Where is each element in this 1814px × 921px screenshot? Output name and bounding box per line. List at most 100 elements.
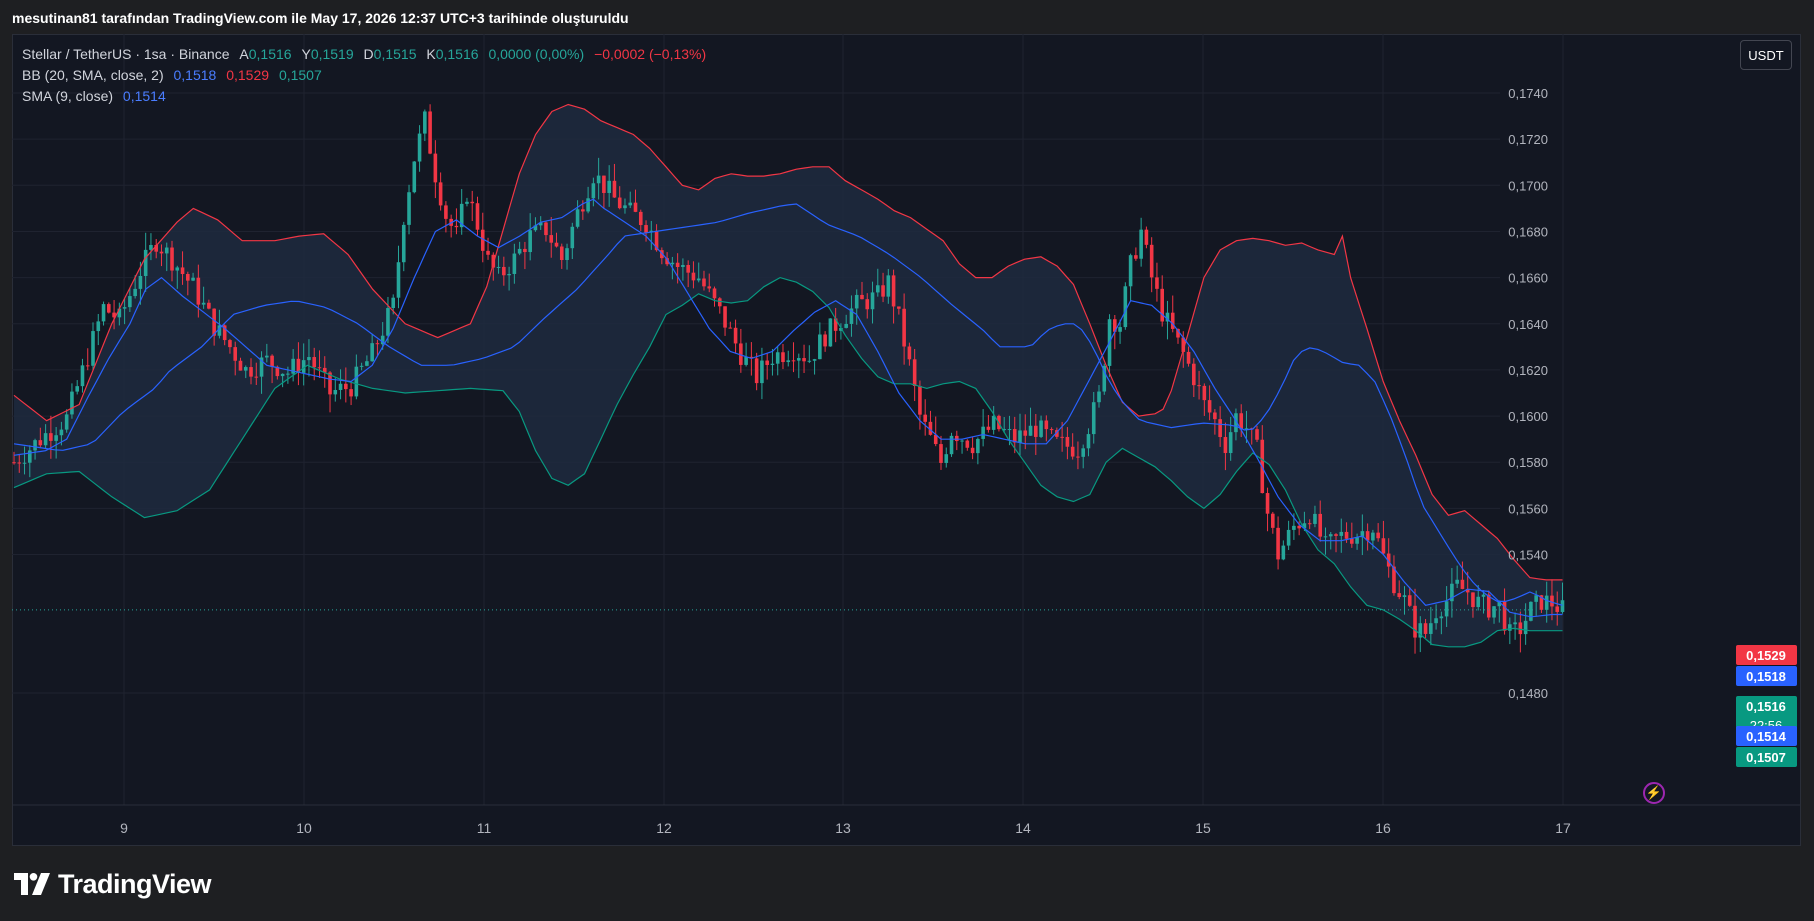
symbol-name[interactable]: Stellar / TetherUS · 1sa · Binance xyxy=(22,46,230,62)
candle-body xyxy=(712,288,717,299)
candle-down xyxy=(186,271,190,296)
candle-body xyxy=(965,440,970,448)
candle-down xyxy=(1149,237,1154,293)
candle-body xyxy=(412,161,417,193)
candle-body xyxy=(1044,420,1049,430)
candle-down xyxy=(328,371,332,413)
candle-down xyxy=(1207,385,1212,421)
candle-body xyxy=(681,264,685,267)
currency-button[interactable]: USDT xyxy=(1740,40,1792,70)
candle-down xyxy=(1239,404,1244,437)
candle-body xyxy=(944,454,949,463)
legend-symbol-row[interactable]: Stellar / TetherUS · 1sa · Binance A0,15… xyxy=(22,44,706,65)
candle-body xyxy=(1307,523,1312,525)
price-tag: 0,1507 xyxy=(1736,747,1797,767)
candle-up xyxy=(259,351,264,394)
candle-body xyxy=(559,246,564,261)
candle-body xyxy=(1434,618,1438,624)
candle-body xyxy=(960,440,964,442)
candle-down xyxy=(375,339,380,357)
candle-up xyxy=(944,447,949,468)
candle-body xyxy=(80,365,85,387)
candle-up xyxy=(981,409,985,447)
sma-line xyxy=(13,198,1563,618)
candle-body xyxy=(22,462,27,464)
bb-label[interactable]: BB (20, SMA, close, 2) xyxy=(22,67,164,83)
candle-body xyxy=(180,267,185,275)
candle-up xyxy=(359,362,364,371)
candle-body xyxy=(833,318,838,331)
candle-down xyxy=(1049,427,1054,434)
candle-body xyxy=(1529,601,1533,621)
candle-body xyxy=(728,327,733,329)
candle-up xyxy=(307,339,311,377)
candle-body xyxy=(1518,622,1523,635)
candle-up xyxy=(280,373,285,388)
candle-body xyxy=(739,343,743,365)
candle-down xyxy=(638,209,643,232)
candle-up xyxy=(1123,282,1128,330)
candle-body xyxy=(291,358,295,374)
candle-up xyxy=(91,322,95,371)
sma-label[interactable]: SMA (9, close) xyxy=(22,88,114,104)
candle-body xyxy=(575,209,580,227)
candle-body xyxy=(1028,425,1033,436)
candle-down xyxy=(1407,587,1412,608)
candle-down xyxy=(1350,522,1354,548)
candle-down xyxy=(180,251,185,285)
high-value: 0,1519 xyxy=(310,46,354,62)
sma-value: 0,1514 xyxy=(122,88,166,104)
candle-down xyxy=(1012,416,1017,454)
low-value: 0,1515 xyxy=(373,46,417,62)
candle-up xyxy=(507,266,511,291)
candle-body xyxy=(538,222,543,226)
price-tag: 0,1529 xyxy=(1736,645,1797,665)
candle-body xyxy=(565,248,569,261)
candle-up xyxy=(117,302,122,326)
low-label: D xyxy=(363,46,374,62)
candle-body xyxy=(486,250,490,255)
candle-down xyxy=(1318,500,1323,542)
candle-down xyxy=(833,307,838,343)
candle-body xyxy=(638,211,643,226)
lightning-icon[interactable]: ⚡ xyxy=(1643,782,1665,804)
candle-body xyxy=(491,254,496,268)
candle-down xyxy=(559,243,564,269)
candle-body xyxy=(517,248,522,254)
candle-up xyxy=(786,350,791,367)
candle-body xyxy=(1544,595,1549,610)
legend-sma-row[interactable]: SMA (9, close) 0,1514 xyxy=(22,86,706,107)
candle-body xyxy=(1055,430,1059,437)
candle-body xyxy=(1118,327,1122,332)
candle-body xyxy=(918,385,922,415)
candle-up xyxy=(1497,600,1502,623)
candle-up xyxy=(807,345,812,364)
candle-body xyxy=(1371,532,1375,541)
candle-body xyxy=(380,335,385,345)
candle-body xyxy=(1486,594,1491,618)
candle-body xyxy=(765,360,769,365)
candle-body xyxy=(633,202,638,212)
candle-body xyxy=(844,323,848,328)
candle-body xyxy=(1218,419,1222,438)
candle-body xyxy=(1018,430,1022,443)
candle-down xyxy=(228,338,232,354)
candle-down xyxy=(470,190,475,222)
candle-up xyxy=(370,333,374,362)
candle-body xyxy=(138,275,143,289)
candle-body xyxy=(854,294,859,309)
chart-panel[interactable] xyxy=(12,34,1801,846)
candle-body xyxy=(1465,588,1470,593)
candle-up xyxy=(33,438,37,460)
candle-up xyxy=(960,438,964,454)
candle-body xyxy=(744,356,748,365)
candle-down xyxy=(312,347,317,381)
candle-up xyxy=(991,406,996,435)
candle-down xyxy=(428,104,432,155)
candle-up xyxy=(828,318,833,347)
candle-down xyxy=(49,415,53,459)
candle-up xyxy=(265,343,269,363)
legend-bb-row[interactable]: BB (20, SMA, close, 2) 0,1518 0,1529 0,1… xyxy=(22,65,706,86)
candle-up xyxy=(1444,586,1449,627)
